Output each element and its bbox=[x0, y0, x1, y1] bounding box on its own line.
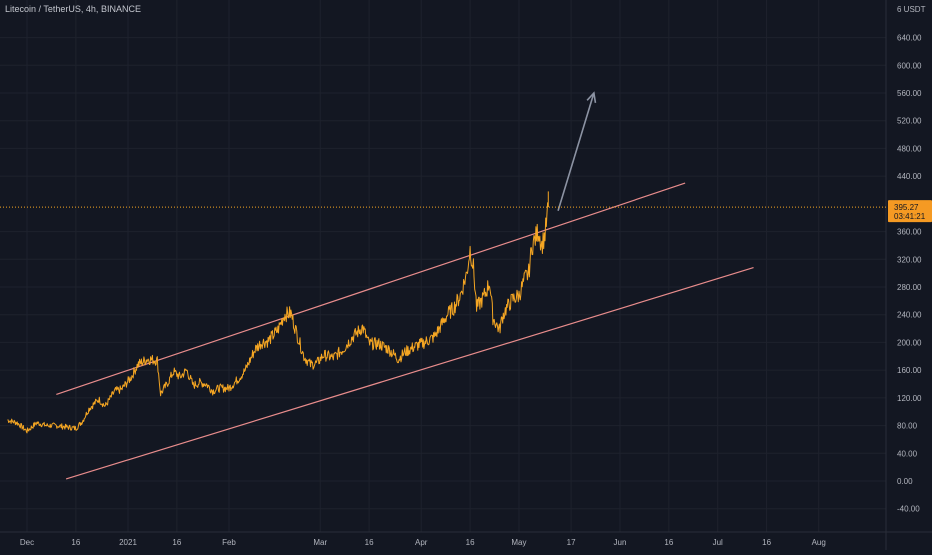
grid-lines bbox=[0, 0, 886, 532]
currency-label: 6 USDT bbox=[897, 5, 926, 14]
chart-title: Litecoin / TetherUS, 4h, BINANCE bbox=[5, 4, 141, 14]
last-price-value: 395.27 bbox=[894, 203, 919, 212]
price-series-line bbox=[7, 202, 549, 434]
x-tick-label: 2021 bbox=[119, 538, 137, 547]
x-tick-label: 16 bbox=[466, 538, 475, 547]
projection-arrow-shaft bbox=[557, 92, 595, 212]
y-tick-label: 600.00 bbox=[897, 61, 922, 70]
y-tick-label: 0.00 bbox=[897, 477, 913, 486]
y-tick-label: 280.00 bbox=[897, 283, 922, 292]
y-tick-label: 480.00 bbox=[897, 144, 922, 153]
y-tick-label: 160.00 bbox=[897, 366, 922, 375]
title-separator: , bbox=[95, 4, 101, 14]
y-tick-label: 440.00 bbox=[897, 172, 922, 181]
y-tick-label: 320.00 bbox=[897, 255, 922, 264]
upper-channel-line bbox=[56, 182, 686, 395]
x-tick-label: Jul bbox=[713, 538, 723, 547]
y-tick-label: 200.00 bbox=[897, 338, 922, 347]
x-tick-label: Dec bbox=[20, 538, 34, 547]
x-tick-label: 16 bbox=[172, 538, 181, 547]
y-tick-label: 120.00 bbox=[897, 394, 922, 403]
y-axis: 640.00 600.00 560.00 520.00 480.00 440.00 360.… bbox=[897, 5, 926, 514]
y-tick-label: 640.00 bbox=[897, 34, 922, 43]
symbol-name: Litecoin / TetherUS bbox=[5, 4, 81, 14]
title-separator: , bbox=[80, 4, 86, 14]
y-tick-label: 520.00 bbox=[897, 117, 922, 126]
x-tick-label: Mar bbox=[313, 538, 327, 547]
drawings bbox=[56, 91, 754, 480]
y-tick-label: 40.00 bbox=[897, 449, 918, 458]
interval: 4h bbox=[85, 4, 96, 14]
x-axis: Dec 16 2021 16 Feb Mar 16 Apr 16 May 17 Jun 16 Jul 16 A… bbox=[20, 538, 826, 547]
x-tick-label: May bbox=[511, 538, 526, 547]
x-tick-label: 16 bbox=[762, 538, 771, 547]
projection-arrow-head bbox=[586, 91, 597, 104]
y-tick-label: -40.00 bbox=[897, 505, 920, 514]
x-tick-label: 16 bbox=[664, 538, 673, 547]
y-tick-label: 560.00 bbox=[897, 89, 922, 98]
exchange: BINANCE bbox=[100, 4, 141, 14]
x-tick-label: Aug bbox=[812, 538, 826, 547]
y-tick-label: 80.00 bbox=[897, 422, 918, 431]
x-tick-label: 16 bbox=[71, 538, 80, 547]
x-tick-label: 16 bbox=[365, 538, 374, 547]
x-tick-label: Jun bbox=[614, 538, 627, 547]
bar-countdown: 03:41:21 bbox=[894, 212, 926, 221]
y-tick-label: 360.00 bbox=[897, 228, 922, 237]
x-tick-label: Apr bbox=[415, 538, 428, 547]
y-tick-label: 240.00 bbox=[897, 311, 922, 320]
lower-channel-line bbox=[65, 267, 754, 480]
x-tick-label: 17 bbox=[567, 538, 576, 547]
last-price-badge-bg bbox=[888, 200, 932, 223]
x-tick-label: Feb bbox=[222, 538, 236, 547]
